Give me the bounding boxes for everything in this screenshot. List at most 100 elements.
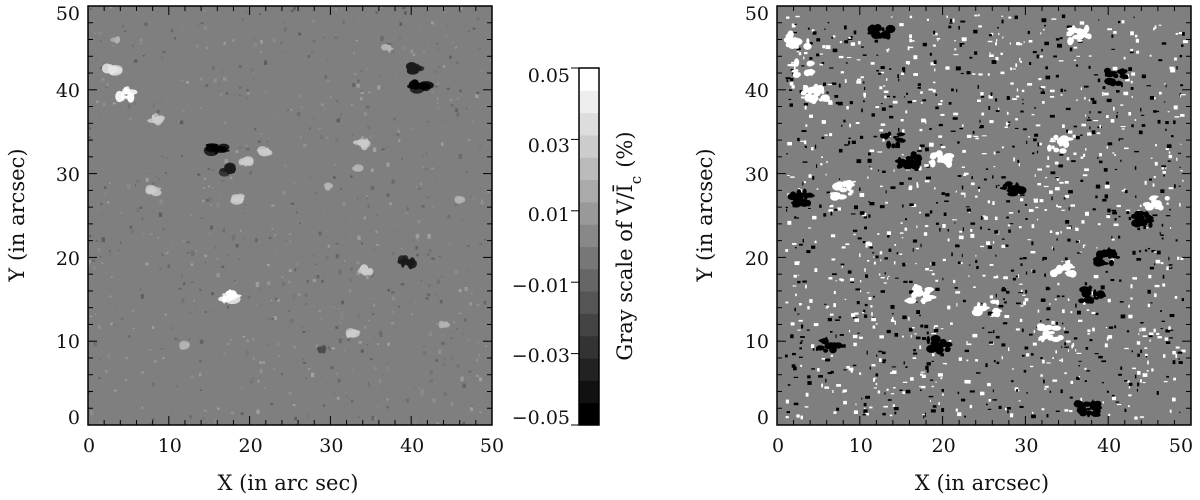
- noise-speck: [303, 144, 307, 148]
- polarity-clump: [1048, 331, 1055, 335]
- polarity-speck: [880, 290, 885, 293]
- polarity-speck: [1169, 314, 1175, 318]
- noise-speck: [100, 114, 102, 116]
- polarity-speck: [849, 123, 851, 128]
- noise-speck: [475, 93, 479, 98]
- noise-speck: [146, 34, 148, 37]
- polarity-speck: [1099, 153, 1102, 157]
- polarity-speck: [824, 134, 828, 136]
- noise-speck: [88, 264, 91, 267]
- polarity-speck: [1019, 283, 1023, 285]
- noise-speck: [172, 242, 174, 244]
- polarity-speck: [1076, 227, 1079, 231]
- polarity-speck: [860, 76, 864, 79]
- noise-speck: [449, 99, 453, 102]
- polarity-speck: [942, 258, 946, 262]
- polarity-speck: [1119, 301, 1124, 303]
- polarity-speck: [1066, 340, 1071, 343]
- noise-speck: [289, 240, 292, 243]
- polarity-speck: [912, 357, 917, 359]
- polarity-speck: [865, 274, 868, 278]
- noise-speck: [380, 385, 383, 388]
- polarity-speck: [980, 216, 983, 220]
- polarity-clump: [1093, 407, 1101, 415]
- polarity-speck: [1076, 135, 1080, 140]
- polarity-speck: [863, 100, 865, 103]
- polarity-speck: [921, 385, 926, 389]
- polarity-speck: [959, 43, 962, 47]
- noise-speck: [476, 341, 480, 344]
- polarity-speck: [1106, 336, 1109, 341]
- polarity-speck: [1001, 238, 1005, 240]
- polarity-speck: [789, 78, 794, 81]
- polarity-speck: [1066, 25, 1072, 29]
- polarity-speck: [899, 182, 904, 185]
- polarity-speck: [1055, 74, 1059, 78]
- polarity-speck: [886, 49, 889, 53]
- noise-speck: [250, 381, 253, 384]
- noise-speck: [111, 276, 113, 279]
- polarity-clump: [823, 348, 829, 353]
- noise-speck: [271, 204, 275, 207]
- polarity-speck: [1049, 230, 1053, 233]
- polarity-speck: [1050, 171, 1056, 175]
- polarity-speck: [829, 133, 833, 137]
- polarity-speck: [819, 63, 823, 66]
- polarity-speck: [1056, 238, 1058, 241]
- polarity-speck: [957, 412, 962, 417]
- polarity-speck: [1175, 239, 1178, 242]
- feature-blob: [125, 86, 130, 95]
- polarity-clump: [1154, 200, 1162, 209]
- polarity-speck: [1141, 327, 1146, 332]
- polarity-speck: [929, 142, 934, 147]
- polarity-speck: [1060, 231, 1062, 234]
- noise-speck: [345, 392, 347, 394]
- polarity-speck: [1113, 223, 1119, 227]
- polarity-speck: [807, 381, 812, 385]
- noise-speck: [125, 357, 128, 359]
- noise-speck: [366, 275, 369, 280]
- polarity-speck: [983, 178, 987, 181]
- noise-speck: [406, 398, 409, 403]
- polarity-speck: [902, 335, 904, 338]
- polarity-speck: [1036, 54, 1040, 58]
- noise-speck: [382, 86, 383, 88]
- polarity-speck: [805, 124, 808, 127]
- polarity-speck: [910, 377, 914, 381]
- polarity-speck: [902, 391, 906, 394]
- polarity-speck: [980, 391, 985, 396]
- polarity-speck: [920, 389, 922, 391]
- polarity-speck: [849, 189, 854, 194]
- noise-speck: [132, 44, 134, 47]
- noise-speck: [282, 191, 286, 195]
- polarity-speck: [1033, 138, 1037, 142]
- noise-speck: [175, 385, 178, 388]
- polarity-speck: [793, 376, 799, 378]
- polarity-speck: [873, 295, 875, 298]
- noise-speck: [133, 59, 138, 63]
- polarity-speck: [1002, 322, 1008, 325]
- noise-speck: [453, 321, 455, 324]
- polarity-speck: [1008, 124, 1010, 127]
- polarity-clump: [806, 89, 816, 94]
- noise-speck: [326, 136, 329, 140]
- polarity-speck: [1166, 266, 1169, 271]
- polarity-clump: [885, 35, 891, 40]
- polarity-speck: [800, 140, 806, 142]
- noise-speck: [255, 303, 258, 305]
- noise-speck: [95, 313, 97, 315]
- noise-speck: [246, 89, 249, 92]
- noise-speck: [475, 358, 479, 362]
- polarity-speck: [943, 212, 947, 216]
- polarity-speck: [972, 73, 976, 75]
- polarity-speck: [802, 181, 804, 186]
- polarity-speck: [1132, 250, 1136, 255]
- noise-speck: [478, 416, 480, 418]
- noise-speck: [221, 265, 225, 268]
- polarity-speck: [1110, 279, 1115, 282]
- polarity-speck: [1060, 389, 1063, 394]
- polarity-speck: [1055, 350, 1057, 354]
- noise-speck: [450, 402, 453, 406]
- polarity-speck: [817, 368, 820, 372]
- noise-speck: [191, 309, 193, 312]
